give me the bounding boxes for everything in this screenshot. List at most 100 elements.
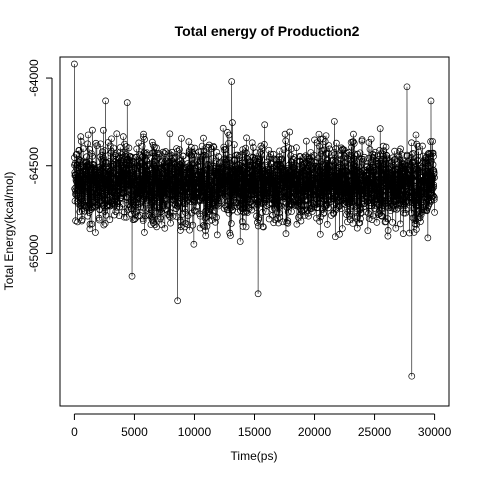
data-point [365, 154, 373, 162]
data-point [325, 191, 333, 199]
data-point [254, 219, 261, 226]
data-point [84, 140, 91, 148]
data-point [171, 154, 179, 162]
data-point [369, 189, 376, 196]
data-point [109, 168, 116, 176]
data-point [71, 160, 79, 167]
data-point [102, 97, 109, 105]
data-point [378, 205, 386, 213]
data-point [320, 210, 327, 218]
data-point [253, 212, 260, 220]
data-point [193, 203, 200, 210]
data-point [141, 229, 148, 236]
data-point [305, 212, 312, 220]
data-point [111, 211, 118, 219]
data-point [167, 219, 174, 227]
data-point [310, 200, 317, 207]
data-point [342, 194, 349, 202]
x-tick-label: 25000 [358, 425, 392, 439]
data-point [374, 152, 382, 160]
data-point [325, 204, 332, 212]
data-point [200, 134, 207, 142]
data-point [253, 200, 261, 207]
data-point [257, 142, 265, 150]
data-point [81, 168, 89, 176]
data-point [429, 185, 436, 193]
data-point [197, 157, 204, 165]
data-point [88, 220, 96, 228]
data-point [214, 197, 222, 205]
data-point [185, 166, 192, 173]
data-point [220, 143, 228, 151]
data-point [286, 128, 294, 136]
data-point [308, 208, 316, 215]
data-point [166, 152, 174, 160]
data-point [323, 202, 330, 209]
data-point [142, 150, 150, 158]
data-point [309, 162, 317, 170]
data-point [143, 197, 151, 205]
data-point [418, 208, 426, 216]
data-point [84, 131, 92, 139]
data-point [278, 155, 286, 163]
data-point [283, 219, 291, 226]
data-point [336, 230, 343, 238]
data-point [356, 149, 364, 157]
data-point [157, 213, 165, 221]
data-point [241, 148, 249, 156]
data-point [275, 202, 282, 209]
data-point [154, 215, 161, 223]
chart-title: Total energy of Production2 [175, 23, 360, 39]
data-point [288, 145, 295, 153]
data-point [353, 214, 361, 222]
data-point [229, 119, 236, 126]
data-point [209, 200, 217, 207]
data-point [146, 161, 153, 168]
data-point [213, 201, 221, 209]
data-point [138, 142, 146, 150]
x-axis-label: Time(ps) [231, 449, 278, 463]
data-point [420, 206, 427, 214]
data-point [330, 118, 338, 125]
data-point [254, 155, 261, 163]
data-point [307, 201, 315, 209]
data-point [166, 213, 173, 220]
data-point [257, 151, 265, 158]
data-point [366, 146, 374, 153]
data-point [280, 146, 288, 153]
data-point [366, 174, 373, 182]
data-point [362, 162, 370, 170]
data-point [181, 205, 189, 213]
data-point [89, 126, 96, 134]
data-point [288, 208, 295, 215]
data-point [281, 130, 289, 138]
data-point [346, 156, 354, 163]
data-point [215, 200, 222, 208]
data-point [255, 214, 263, 222]
data-point [380, 197, 387, 205]
data-point [220, 159, 227, 166]
data-point [344, 208, 352, 216]
data-point [357, 209, 365, 217]
data-point [95, 164, 102, 171]
data-point [312, 163, 319, 170]
data-point [374, 211, 382, 218]
y-tick-label: -65000 [27, 234, 41, 272]
data-point [389, 218, 396, 226]
data-point [361, 153, 368, 161]
data-point [185, 147, 193, 155]
data-point [208, 182, 216, 190]
data-point [301, 211, 309, 219]
data-point [101, 208, 109, 215]
data-point [93, 142, 101, 150]
data-point [101, 220, 109, 227]
data-point [331, 193, 339, 201]
data-point [279, 193, 287, 201]
data-point [113, 203, 121, 211]
data-point [227, 232, 234, 239]
data-point [228, 78, 236, 85]
data-point [188, 209, 196, 217]
data-point [174, 297, 182, 305]
data-point [430, 196, 438, 204]
